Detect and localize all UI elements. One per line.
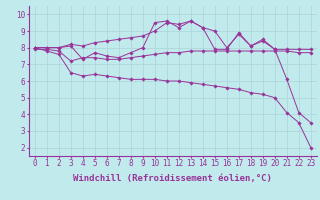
X-axis label: Windchill (Refroidissement éolien,°C): Windchill (Refroidissement éolien,°C): [73, 174, 272, 183]
